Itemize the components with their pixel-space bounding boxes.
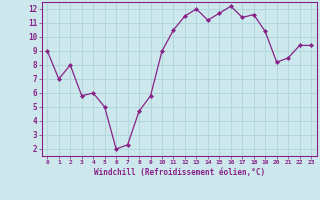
X-axis label: Windchill (Refroidissement éolien,°C): Windchill (Refroidissement éolien,°C): [94, 168, 265, 177]
